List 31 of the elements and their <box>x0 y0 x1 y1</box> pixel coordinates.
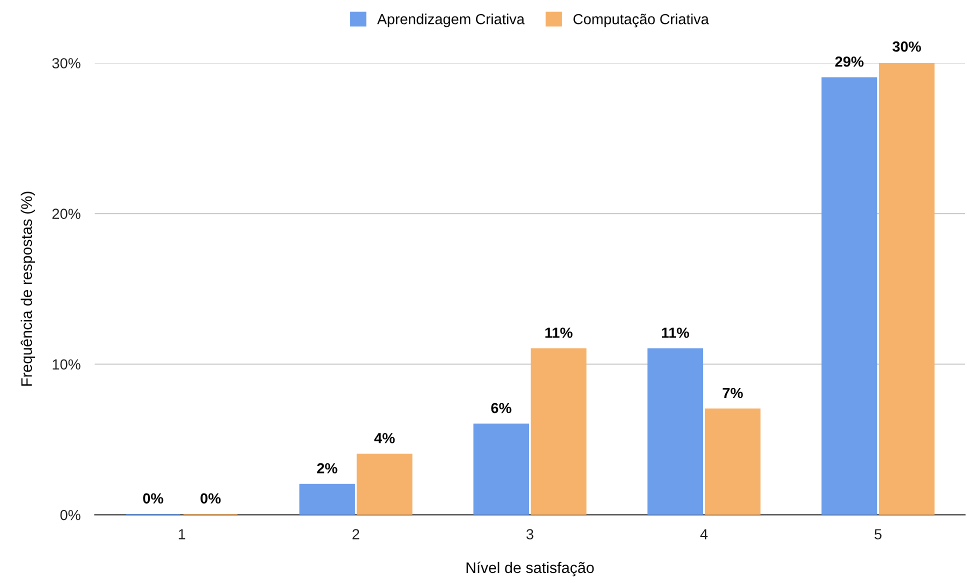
data-label: 2% <box>317 463 338 474</box>
data-label: 7% <box>722 388 743 398</box>
x-tick-label: 1 <box>178 529 186 540</box>
bar <box>647 348 704 515</box>
bar <box>356 454 412 515</box>
bar <box>473 424 530 515</box>
data-label: 11% <box>545 328 572 338</box>
x-axis-title: Nível de satisfação <box>466 562 594 576</box>
x-tick-label: 3 <box>526 529 534 540</box>
x-tick-label: 4 <box>700 529 708 540</box>
data-label: 29% <box>835 56 864 67</box>
bar <box>530 348 586 515</box>
x-tick-label: 5 <box>874 529 882 540</box>
bar <box>822 77 878 515</box>
legend-label: Aprendizagem Criativa <box>377 14 525 28</box>
data-label: 6% <box>491 402 512 414</box>
y-tick-label: 10% <box>52 359 80 370</box>
data-label: 30% <box>892 41 921 52</box>
bar <box>704 408 761 515</box>
bar <box>299 484 355 515</box>
y-tick-label: 30% <box>52 58 80 68</box>
data-label: 11% <box>662 328 690 338</box>
x-tick-label: 2 <box>352 529 360 540</box>
bar <box>878 62 935 515</box>
data-label: 0% <box>143 493 164 504</box>
legend-label: Computação Criativa <box>574 14 709 28</box>
y-tick-label: 20% <box>52 208 80 219</box>
y-tick-label: 0% <box>60 510 80 520</box>
data-label: 4% <box>374 433 395 444</box>
data-label: 0% <box>200 493 221 504</box>
y-axis-title: Frequência de respostas (%) <box>20 192 36 386</box>
